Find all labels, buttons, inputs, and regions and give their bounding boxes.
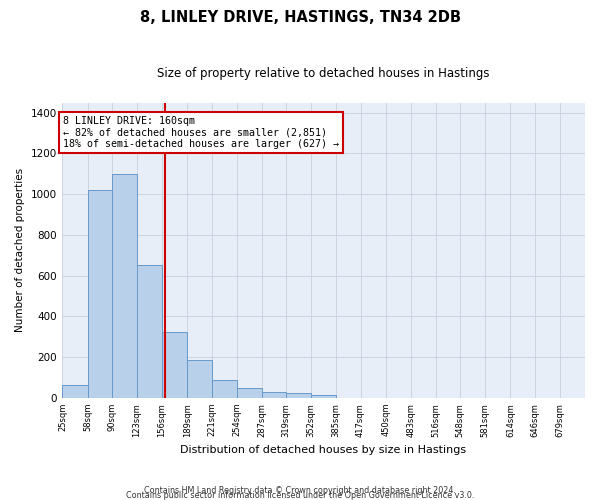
Text: Contains public sector information licensed under the Open Government Licence v3: Contains public sector information licen… (126, 490, 474, 500)
Bar (162, 332, 187, 398)
Bar (311, 395, 336, 398)
Bar (286, 393, 311, 398)
Text: 8, LINLEY DRIVE, HASTINGS, TN34 2DB: 8, LINLEY DRIVE, HASTINGS, TN34 2DB (139, 10, 461, 25)
Bar (62, 384, 88, 398)
Y-axis label: Number of detached properties: Number of detached properties (15, 168, 25, 332)
Text: Contains HM Land Registry data © Crown copyright and database right 2024.: Contains HM Land Registry data © Crown c… (144, 486, 456, 495)
Bar (88, 190, 112, 398)
Bar (212, 380, 236, 398)
Text: 8 LINLEY DRIVE: 160sqm
← 82% of detached houses are smaller (2,851)
18% of semi-: 8 LINLEY DRIVE: 160sqm ← 82% of detached… (63, 116, 339, 149)
Bar (187, 360, 212, 398)
Title: Size of property relative to detached houses in Hastings: Size of property relative to detached ho… (157, 68, 490, 80)
Bar (137, 266, 162, 398)
X-axis label: Distribution of detached houses by size in Hastings: Distribution of detached houses by size … (180, 445, 466, 455)
Bar (236, 388, 262, 398)
Bar (262, 392, 286, 398)
Bar (112, 174, 137, 398)
